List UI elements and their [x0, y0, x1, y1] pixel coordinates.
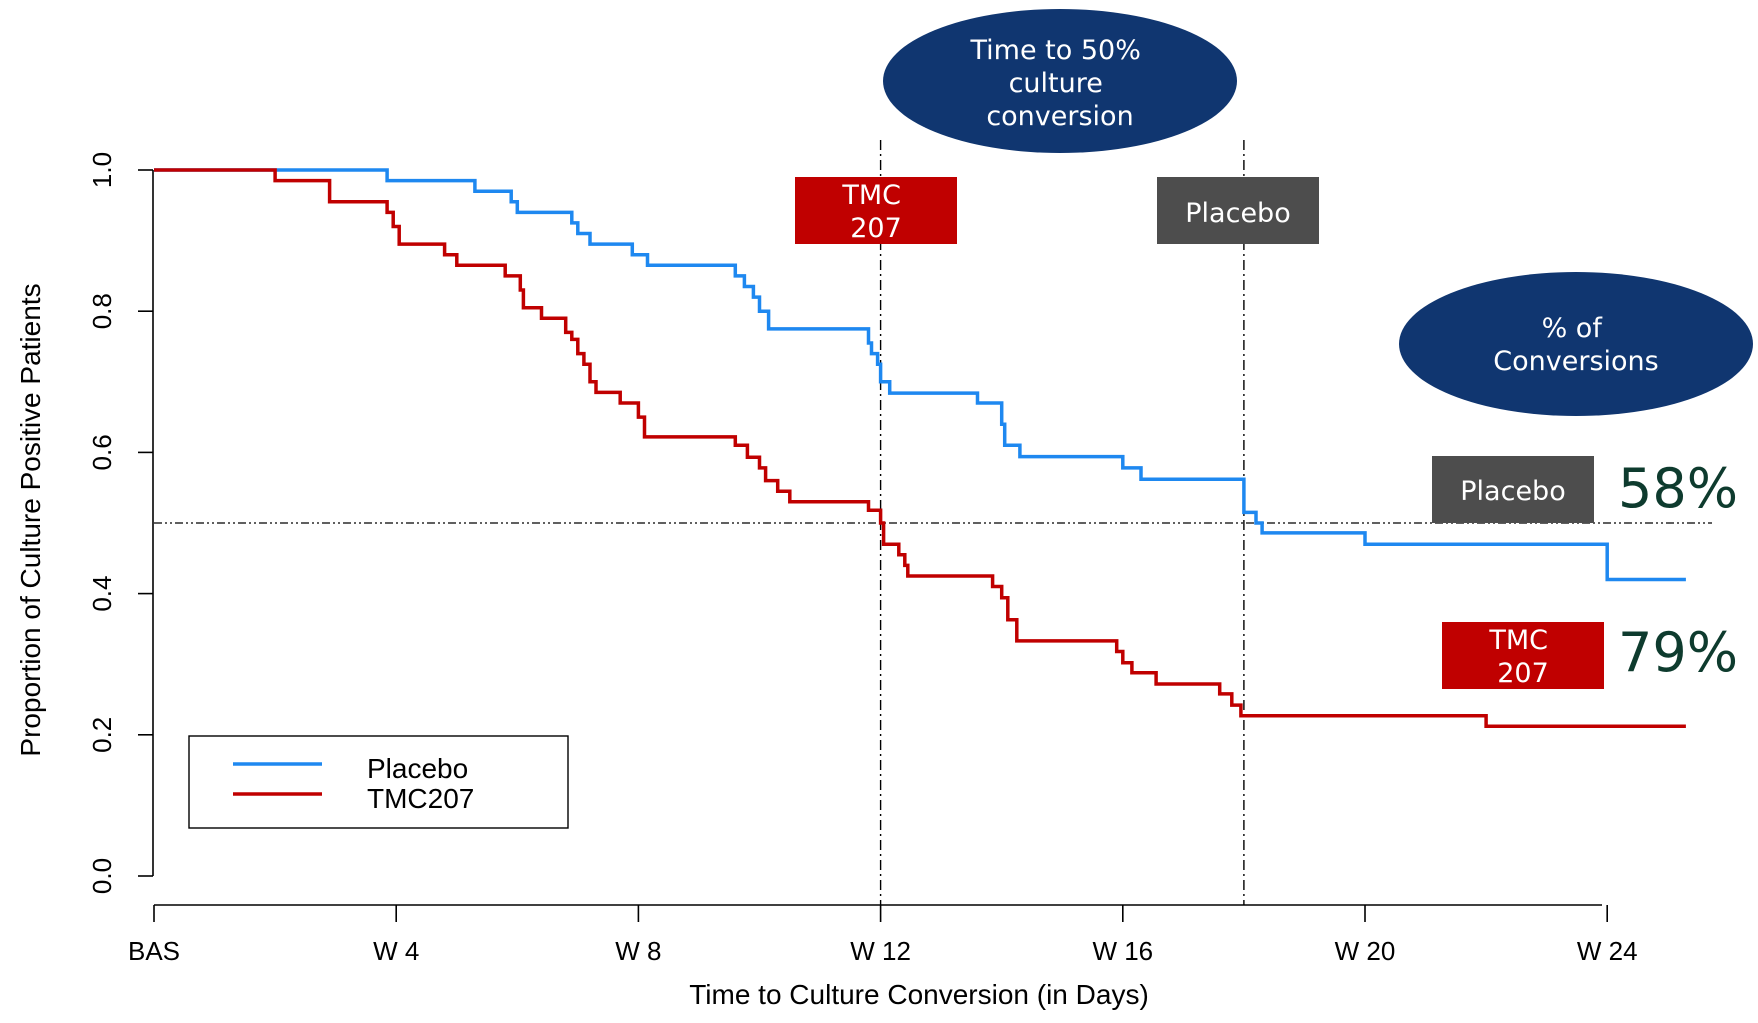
tmc-box-right-line-2: 207 [1497, 658, 1549, 689]
placebo-box-top-label: Placebo [1185, 198, 1290, 229]
y-axis-title: Proportion of Culture Positive Patients [15, 283, 46, 756]
y-tick-label: 1.0 [87, 152, 117, 188]
y-tick-label: 0.4 [87, 576, 117, 612]
x-tick-label: W 4 [373, 936, 419, 966]
placebo-box-right [1432, 456, 1594, 523]
x-tick-label: BAS [128, 936, 180, 966]
placebo-box-right-label: Placebo [1460, 476, 1565, 507]
legend-box [188, 735, 569, 829]
y-tick-label: 0.0 [87, 858, 117, 894]
y-tick-label: 0.6 [87, 434, 117, 470]
tmc-box-top-line-1: TMC [841, 180, 901, 211]
series-layer [154, 168, 1686, 729]
time-to-50-label: Time to 50% culture conversion [970, 35, 1150, 132]
tmc-box-top-label: TMC 207 [841, 180, 909, 244]
x-tick-label: W 24 [1577, 936, 1638, 966]
time-to-50-line-3: conversion [986, 101, 1133, 132]
y-axis-ticks: 0.0 0.2 0.4 0.6 0.8 1.0 [87, 152, 153, 894]
y-tick-label: 0.8 [87, 293, 117, 329]
legend: Placebo TMC207 [188, 735, 569, 829]
x-tick-label: W 16 [1092, 936, 1153, 966]
pct-conversions-label: % of Conversions [1493, 313, 1658, 377]
time-to-50-line-2: culture [1009, 68, 1103, 99]
y-tick-label: 0.2 [87, 717, 117, 753]
placebo-pct: 58% [1618, 457, 1738, 520]
time-to-50-line-1: Time to 50% [970, 35, 1141, 66]
tmc-box-top-line-2: 207 [850, 213, 902, 244]
time-to-50-ellipse [883, 9, 1237, 153]
tmc-box-right-label: TMC 207 [1488, 625, 1556, 689]
tmc-box-right-line-1: TMC [1488, 625, 1548, 656]
x-axis-ticks: BAS W 4 W 8 W 12 W 16 W 20 W 24 [128, 905, 1638, 966]
x-tick-label: W 8 [615, 936, 661, 966]
pct-conversions-ellipse [1399, 272, 1753, 416]
placebo-box-top [1157, 177, 1319, 244]
legend-label-tmc207: TMC207 [367, 783, 474, 814]
series-line-tmc207 [154, 168, 1686, 729]
x-tick-label: W 20 [1335, 936, 1396, 966]
pct-conversions-line-2: Conversions [1493, 346, 1658, 377]
tmc-box-right [1442, 622, 1604, 689]
series-line-placebo [154, 168, 1686, 582]
pct-conversions-line-1: % of [1542, 313, 1604, 344]
x-axis-title: Time to Culture Conversion (in Days) [689, 979, 1149, 1010]
tmc-box-top [795, 177, 957, 244]
legend-label-placebo: Placebo [367, 753, 468, 784]
tmc-pct: 79% [1618, 621, 1738, 684]
x-tick-label: W 12 [850, 936, 911, 966]
